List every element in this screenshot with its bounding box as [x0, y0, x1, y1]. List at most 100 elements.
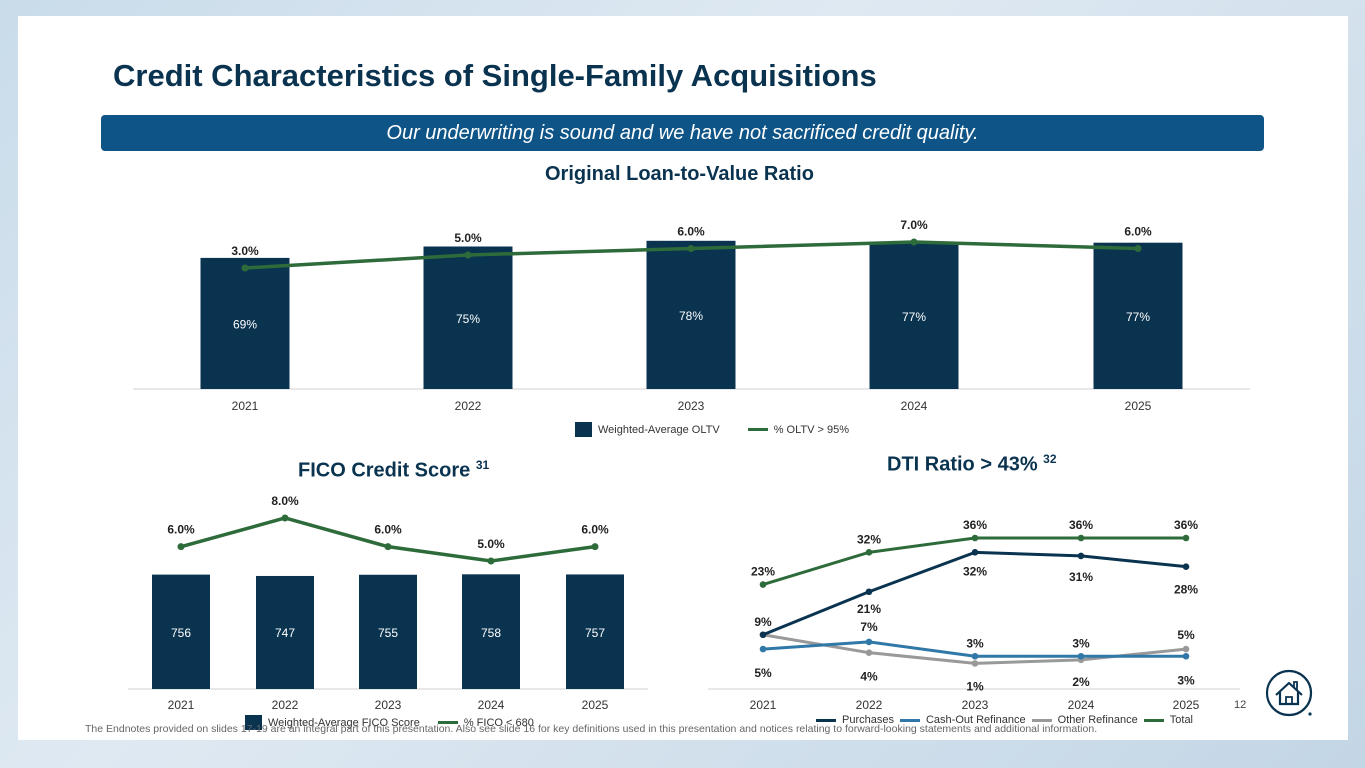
dti-total-point: [1077, 534, 1085, 542]
page-number: 12: [1234, 699, 1247, 711]
footnote: The Endnotes provided on slides 17-19 ar…: [85, 723, 1098, 735]
legend-swatch-bar: [245, 715, 262, 730]
dti-other-refi-point: [865, 649, 873, 656]
fico-line-point: [384, 543, 392, 551]
oltv-line-point: [1134, 245, 1142, 252]
fico-title-text: FICO Credit Score: [298, 459, 471, 482]
x-tick-label: 2021: [750, 698, 777, 712]
fico-bar-label: 756: [171, 626, 191, 640]
x-tick-label: 2025: [582, 698, 609, 712]
fico-line-label: 6.0%: [581, 523, 609, 537]
x-tick-label: 2023: [962, 698, 989, 712]
fico-bar-label: 747: [275, 626, 295, 640]
dti-cash-out-label: 3%: [966, 636, 984, 650]
oltv-bar: [646, 240, 736, 389]
oltv-bar: [200, 257, 290, 389]
fico-line-point: [281, 514, 289, 522]
legend-label: Cash-Out Refinance: [925, 714, 1026, 726]
fico-legend: Weighted-Average FICO Score % FICO < 680: [245, 715, 534, 730]
x-tick-label: 2024: [1068, 698, 1095, 712]
fico-line-label: 6.0%: [374, 523, 402, 537]
legend-swatch-line: [437, 721, 458, 724]
legend-label: Weighted-Average OLTV: [598, 423, 720, 436]
fico-line-point: [591, 543, 599, 551]
legend-swatch-line: [816, 718, 836, 722]
legend-swatch-line: [747, 428, 768, 431]
dti-purchases-label: 31%: [1069, 570, 1093, 584]
legend-swatch-line: [1143, 718, 1164, 722]
legend-swatch-line: [899, 718, 920, 722]
x-tick-label: 2025: [1173, 698, 1200, 712]
dti-cash-out-label: 5%: [754, 666, 772, 680]
dti-other-refi-label: 4%: [860, 670, 878, 684]
dti-purchases-label: 28%: [1174, 583, 1198, 597]
x-tick-label: 2021: [232, 399, 259, 413]
dti-cash-out-label: 3%: [1177, 673, 1195, 687]
x-tick-label: 2024: [901, 399, 928, 413]
oltv-bar-label: 69%: [233, 317, 257, 331]
dti-cash-out-point: [1077, 652, 1085, 660]
x-tick-label: 2024: [478, 698, 505, 712]
oltv-line-label: 5.0%: [454, 231, 482, 245]
x-tick-label: 2022: [856, 698, 883, 712]
dti-cash-out-point: [759, 645, 767, 653]
fico-title-footnote: 31: [475, 458, 490, 472]
dti-purchases-point: [865, 588, 873, 596]
dti-total-point: [1182, 534, 1190, 542]
x-tick-label: 2025: [1125, 399, 1152, 413]
fico-bar-label: 755: [378, 626, 398, 640]
x-tick-label: 2022: [272, 698, 299, 712]
fico-line-label: 5.0%: [477, 537, 505, 551]
oltv-bar: [1093, 242, 1183, 389]
fico-bar-label: 758: [481, 626, 501, 640]
fico-line-label: 6.0%: [167, 523, 195, 537]
x-tick-label: 2023: [375, 698, 402, 712]
dti-total-label: 32%: [857, 532, 881, 546]
oltv-line-label: 7.0%: [900, 218, 928, 232]
legend-swatch-line: [1031, 718, 1052, 722]
dti-purchases-label: 21%: [857, 602, 881, 616]
dti-purchases-point: [759, 631, 767, 639]
page-title: Credit Characteristics of Single-Family …: [113, 58, 877, 93]
oltv-title-text: Original Loan-to-Value Ratio: [545, 163, 814, 185]
oltv-bar: [869, 242, 959, 389]
dti-purchases-point: [1077, 552, 1085, 560]
dti-cash-out-label: 3%: [1072, 636, 1090, 650]
fico-bar: [566, 574, 624, 689]
dti-title-text: DTI Ratio > 43%: [887, 453, 1038, 476]
oltv-line-label: 3.0%: [231, 244, 259, 258]
dti-purchases-label: 9%: [754, 615, 772, 629]
dti-total-label: 36%: [1174, 518, 1198, 532]
legend-label: Other Refinance: [1057, 714, 1138, 726]
fico-bar: [256, 575, 314, 689]
dti-legend: Purchases Cash-Out Refinance Other Refin…: [816, 714, 1193, 726]
oltv-bar: [423, 246, 513, 389]
legend-label: Purchases: [842, 714, 894, 726]
oltv-line-label: 6.0%: [1124, 225, 1152, 239]
fico-chart-title: FICO Credit Score 31: [298, 458, 489, 483]
oltv-line-point: [464, 251, 472, 259]
dti-other-refi-point: [971, 660, 979, 667]
banner: Our underwriting is sound and we have no…: [101, 115, 1264, 151]
x-tick-label: 2022: [455, 399, 482, 413]
banner-text: Our underwriting is sound and we have no…: [386, 121, 979, 144]
dti-total-point: [759, 581, 767, 588]
oltv-line-point: [241, 264, 249, 272]
fico-bar: [152, 574, 210, 689]
x-tick-label: 2021: [168, 698, 195, 712]
legend-label: Total: [1169, 714, 1194, 726]
fico-line-point: [487, 557, 495, 565]
fico-bar-label: 757: [585, 626, 605, 640]
dti-purchases-point: [1182, 563, 1190, 570]
dti-title-footnote: 32: [1043, 452, 1057, 466]
oltv-legend: Weighted-Average OLTV % OLTV > 95%: [575, 422, 849, 437]
dti-cash-out-point: [1182, 652, 1190, 660]
oltv-chart-title: Original Loan-to-Value Ratio: [545, 163, 814, 186]
fico-line-label: 8.0%: [271, 494, 299, 508]
oltv-bar-label: 77%: [902, 310, 926, 324]
dti-other-refi-label: 2%: [1072, 675, 1090, 689]
dti-other-refi-point: [1182, 645, 1190, 653]
oltv-line-point: [687, 245, 695, 252]
dti-other-refi-label: 1%: [966, 679, 984, 693]
